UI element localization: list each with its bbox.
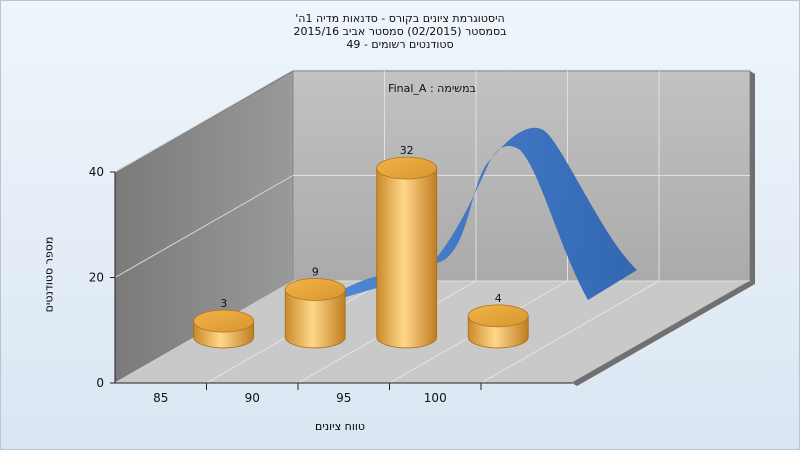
bar: 32 bbox=[376, 144, 438, 349]
x-tick-label: 85 bbox=[153, 391, 168, 405]
bar-value-label: 3 bbox=[220, 297, 227, 310]
bar: 4 bbox=[467, 292, 529, 349]
chart-title: היסטוגרמת ציונים בקורס - סדנאות מדיה 1ה' bbox=[295, 12, 505, 25]
y-gridline-side bbox=[114, 69, 294, 173]
y-gridline-side bbox=[114, 175, 294, 278]
bar-top bbox=[467, 304, 529, 328]
bar-value-label: 32 bbox=[400, 144, 414, 157]
chart-subtitle-students: סטודנטים רשומים - 49 bbox=[346, 38, 454, 51]
y-axis-label: מספר סטודנטים bbox=[42, 236, 56, 313]
x-axis-label: טווח ציונים bbox=[315, 420, 365, 433]
chart-back-wall-edge bbox=[750, 71, 755, 284]
chart-axes: 0 20 40 85 90 95 100 bbox=[89, 165, 572, 405]
x-tick-label: 90 bbox=[245, 391, 260, 405]
chart-inner-label: Final_A : במשימה bbox=[388, 82, 476, 95]
bar-top bbox=[284, 278, 346, 301]
x-tick-label: 100 bbox=[424, 391, 447, 405]
x-tick-label: 95 bbox=[336, 391, 351, 405]
bar: 3 bbox=[193, 297, 255, 349]
bar-value-label: 4 bbox=[495, 292, 502, 305]
bar-top bbox=[193, 309, 255, 333]
bar-body bbox=[284, 289, 346, 349]
bar-top bbox=[376, 156, 438, 180]
chart-subtitle: בסמסטר (02/2015) סמסטר אביב 2015/16 bbox=[293, 25, 507, 38]
bar-value-label: 9 bbox=[312, 265, 319, 278]
y-tick-label: 40 bbox=[89, 165, 104, 179]
x-gridline-floor bbox=[480, 280, 660, 384]
y-tick-label: 20 bbox=[89, 271, 104, 285]
bar-body bbox=[376, 167, 438, 349]
chart-distribution-curve bbox=[314, 127, 637, 307]
chart-bars: 3 9 32 4 bbox=[193, 144, 529, 349]
y-tick-label: 0 bbox=[96, 376, 104, 390]
chart-floor-edge bbox=[572, 281, 755, 386]
bar: 9 bbox=[284, 265, 346, 349]
